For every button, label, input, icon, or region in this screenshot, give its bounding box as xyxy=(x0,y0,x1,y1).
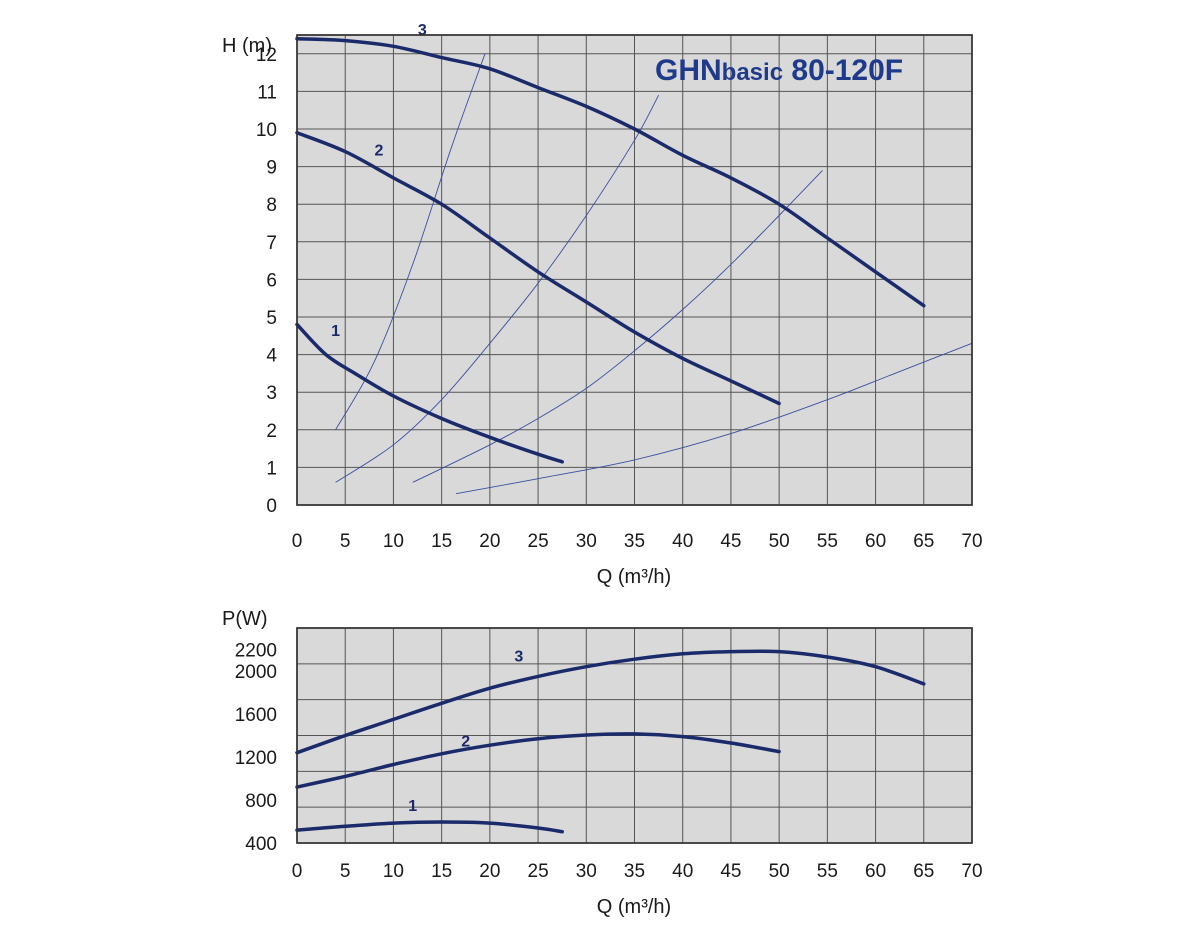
power-curve-label: 1 xyxy=(408,798,417,815)
y-tick-label: 5 xyxy=(266,308,277,329)
y-tick-label: 9 xyxy=(266,158,277,179)
x-tick-label: 50 xyxy=(769,531,790,552)
power-x-ticks: 0 5 10 15 20 25 30 35 40 45 50 55 60 65 70 xyxy=(292,861,983,882)
x-tick-label: 70 xyxy=(961,531,982,552)
x-tick-label: 30 xyxy=(576,531,597,552)
power-curve-label: 2 xyxy=(461,733,470,750)
chart-title-part-b: basic xyxy=(722,59,783,86)
x-tick-label: 45 xyxy=(720,861,741,882)
x-tick-label: 15 xyxy=(431,531,452,552)
head-plot-border xyxy=(296,34,973,506)
x-tick-label: 35 xyxy=(624,531,645,552)
head-curve-2 xyxy=(295,131,781,406)
x-tick-label: 65 xyxy=(913,531,934,552)
chart-title-part-c: 80-120F xyxy=(783,54,903,87)
y-tick-label: 6 xyxy=(266,270,277,291)
head-curve-label: 2 xyxy=(375,142,384,159)
head-curve-label: 3 xyxy=(418,22,427,39)
system-curves xyxy=(335,53,973,495)
x-tick-label: 0 xyxy=(292,531,303,552)
head-curve-1 xyxy=(295,322,564,464)
head-x-ticks: 0 5 10 15 20 25 30 35 40 45 50 55 60 65 70 xyxy=(292,531,983,552)
power-plot-border xyxy=(296,627,973,844)
x-tick-label: 55 xyxy=(817,531,838,552)
head-y-axis-label: H (m) xyxy=(222,35,272,57)
power-curve-label: 3 xyxy=(514,648,523,665)
chart-title: GHNbasic 80-120F xyxy=(655,54,903,87)
x-tick-label: 15 xyxy=(431,861,452,882)
y-tick-label: 11 xyxy=(257,82,277,103)
x-tick-label: 60 xyxy=(865,861,886,882)
x-tick-label: 40 xyxy=(672,861,693,882)
x-tick-label: 45 xyxy=(720,531,741,552)
system-curve xyxy=(335,53,486,431)
y-tick-label: 400 xyxy=(245,834,277,855)
x-tick-label: 20 xyxy=(479,531,500,552)
y-tick-label: 1200 xyxy=(235,748,277,769)
head-x-axis-label: Q (m³/h) xyxy=(597,566,671,588)
y-tick-label: 1600 xyxy=(235,705,277,726)
x-tick-label: 70 xyxy=(961,861,982,882)
x-tick-label: 25 xyxy=(528,531,549,552)
x-tick-label: 55 xyxy=(817,861,838,882)
y-tick-label: 2000 xyxy=(235,662,277,683)
x-tick-label: 5 xyxy=(340,861,351,882)
x-tick-label: 10 xyxy=(383,861,404,882)
system-curve xyxy=(335,94,659,483)
x-tick-label: 20 xyxy=(479,861,500,882)
power-curve-3 xyxy=(295,649,926,755)
head-chart: 123 0 5 10 15 20 25 30 35 40 45 50 55 60 65 70 0123456… xyxy=(222,22,983,588)
y-tick-label: 3 xyxy=(266,383,277,404)
chart-title-part-a: GHN xyxy=(655,54,722,87)
power-curve-2 xyxy=(295,732,781,789)
x-tick-label: 0 xyxy=(292,861,303,882)
y-tick-label: 7 xyxy=(266,233,277,254)
x-tick-label: 30 xyxy=(576,861,597,882)
y-tick-label: 4 xyxy=(266,346,277,367)
x-tick-label: 50 xyxy=(769,861,790,882)
x-tick-label: 40 xyxy=(672,531,693,552)
x-tick-label: 65 xyxy=(913,861,934,882)
x-tick-label: 10 xyxy=(383,531,404,552)
head-grid xyxy=(297,35,972,505)
x-tick-label: 35 xyxy=(624,861,645,882)
y-tick-label: 2 xyxy=(266,421,277,442)
power-chart: 1 2 3 0 5 10 15 20 25 30 35 40 45 50 55 60 65 70 400 800 1… xyxy=(222,608,983,918)
power-series: 1 2 3 xyxy=(295,648,926,834)
power-x-axis-label: Q (m³/h) xyxy=(597,896,671,918)
y-tick-label: 8 xyxy=(266,195,277,216)
x-tick-label: 60 xyxy=(865,531,886,552)
x-tick-label: 5 xyxy=(340,531,351,552)
y-tick-label: 1 xyxy=(266,458,277,479)
y-tick-label: 12 xyxy=(256,45,277,66)
power-y-axis-label: P(W) xyxy=(222,608,268,630)
head-series: 1 2 3 xyxy=(295,22,926,464)
y-tick-label: 2200 xyxy=(235,641,277,662)
head-curve-3 xyxy=(295,37,926,308)
y-tick-label: 10 xyxy=(256,120,277,141)
head-curve-label: 1 xyxy=(331,323,340,340)
x-tick-label: 25 xyxy=(528,861,549,882)
system-curve xyxy=(456,342,973,495)
power-curve-1 xyxy=(295,820,564,834)
y-tick-label: 0 xyxy=(266,496,277,517)
y-tick-label: 800 xyxy=(245,791,277,812)
